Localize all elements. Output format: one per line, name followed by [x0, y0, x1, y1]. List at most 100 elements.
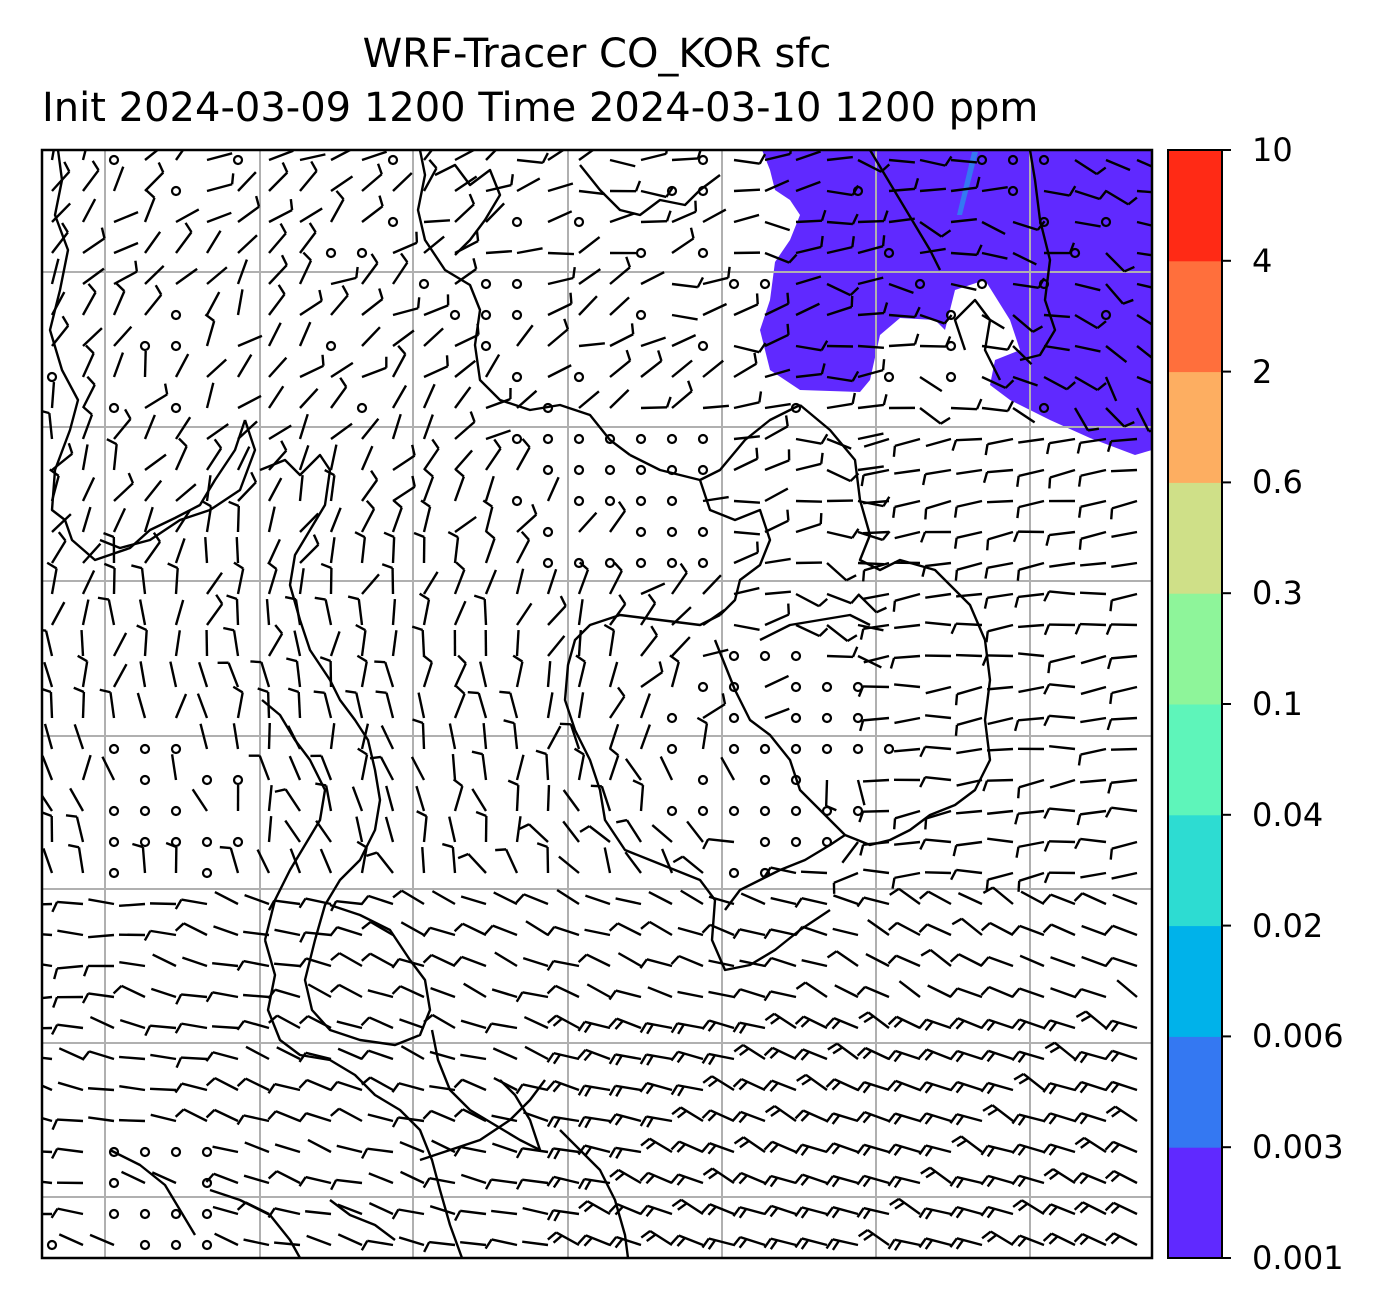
wind-barb — [891, 871, 921, 889]
colorbar-tick-label: 2 — [1252, 352, 1273, 391]
wind-barb — [919, 221, 952, 238]
calm-wind-marker — [883, 247, 895, 259]
wind-barb — [919, 890, 952, 906]
calm-wind-marker — [697, 185, 709, 197]
wind-barb — [1110, 499, 1138, 520]
wind-barb — [578, 1200, 611, 1216]
calm-wind-marker — [604, 464, 616, 476]
wind-barb — [298, 413, 309, 440]
wind-barb — [987, 809, 1014, 815]
calm-wind-marker — [635, 247, 647, 259]
wind-barb — [422, 953, 456, 968]
wind-barb — [1073, 988, 1107, 999]
calm-wind-marker — [387, 216, 399, 228]
wind-barb — [267, 785, 273, 812]
wind-barb — [1136, 158, 1152, 168]
wind-barb — [984, 437, 1014, 456]
wind-barb — [640, 396, 672, 410]
wind-barb — [1080, 654, 1107, 665]
wind-barb — [361, 418, 380, 440]
wind-barb — [398, 1236, 425, 1247]
wind-barb — [82, 542, 102, 564]
wind-barb — [956, 592, 983, 598]
wind-barb — [920, 948, 952, 967]
wind-barb — [887, 1238, 921, 1251]
wind-barb — [149, 902, 177, 906]
wind-barb — [577, 599, 584, 626]
wind-barb — [701, 1142, 735, 1155]
wind-barb — [701, 1203, 735, 1216]
wind-barb — [949, 1237, 983, 1250]
wind-barb — [764, 707, 790, 720]
wind-barb — [423, 1013, 456, 1030]
wind-barb — [578, 342, 605, 348]
wind-barb — [671, 334, 697, 348]
wind-barb — [981, 400, 1014, 413]
wind-barb — [639, 593, 657, 626]
wind-barb — [391, 598, 397, 626]
wind-barb — [856, 1206, 890, 1220]
wind-barb — [957, 892, 983, 906]
calm-wind-marker — [728, 805, 740, 817]
wind-barb — [330, 266, 359, 286]
colorbar-tick-label: 0.003 — [1252, 1128, 1344, 1167]
wind-barb — [81, 283, 97, 316]
wind-barb — [764, 251, 798, 264]
wind-barb — [522, 957, 549, 968]
calm-wind-marker — [604, 433, 616, 445]
calm-wind-marker — [170, 340, 182, 352]
wind-barb — [1050, 987, 1076, 999]
wind-barb — [289, 848, 302, 874]
wind-barb — [319, 848, 333, 874]
wind-barb — [586, 983, 611, 999]
wind-barb — [1011, 1234, 1045, 1247]
calm-wind-marker — [573, 433, 585, 445]
wind-barb — [87, 933, 115, 939]
wind-barb — [893, 747, 921, 753]
wind-barb — [298, 1015, 332, 1030]
wind-barb — [1136, 220, 1152, 227]
wind-barb — [223, 626, 240, 657]
calm-wind-marker — [759, 774, 771, 786]
wind-barb — [391, 1208, 425, 1220]
wind-barb — [265, 598, 271, 626]
wind-barb — [982, 468, 1014, 484]
wind-barb — [1081, 924, 1107, 937]
wind-barb — [888, 158, 915, 164]
wind-barb — [214, 891, 239, 906]
wind-barb — [515, 893, 549, 906]
calm-wind-marker — [852, 805, 864, 817]
wind-barb — [1136, 345, 1152, 360]
wind-barb — [733, 447, 759, 472]
wind-barb — [671, 276, 705, 289]
wind-barb — [81, 754, 92, 781]
wind-barb — [888, 306, 921, 319]
wind-barb — [892, 592, 921, 612]
wind-barb — [523, 1016, 549, 1030]
wind-barb — [857, 344, 885, 350]
wind-barb — [113, 260, 139, 286]
wind-barb — [484, 1178, 518, 1190]
wind-barb — [515, 1178, 549, 1190]
wind-barb — [887, 954, 921, 968]
wind-barb — [515, 629, 520, 657]
wind-barb — [857, 158, 891, 173]
wind-barb — [453, 468, 465, 502]
wind-barb — [639, 1204, 673, 1218]
wind-barb — [763, 866, 797, 878]
wind-barb — [399, 1170, 425, 1185]
wind-barb — [894, 683, 921, 689]
wind-barb — [236, 354, 253, 378]
wind-barb — [81, 569, 96, 595]
wind-barb — [422, 468, 435, 502]
wind-barb — [985, 871, 1014, 891]
wind-barb — [672, 855, 704, 874]
wind-barb — [547, 595, 567, 626]
wind-barb — [1011, 1113, 1045, 1126]
wind-barb — [640, 271, 665, 286]
calm-wind-marker — [821, 743, 833, 755]
wind-barb — [1011, 1174, 1045, 1188]
wind-barb — [337, 1233, 363, 1247]
calm-wind-marker — [170, 1208, 182, 1220]
wind-barb — [857, 210, 889, 224]
